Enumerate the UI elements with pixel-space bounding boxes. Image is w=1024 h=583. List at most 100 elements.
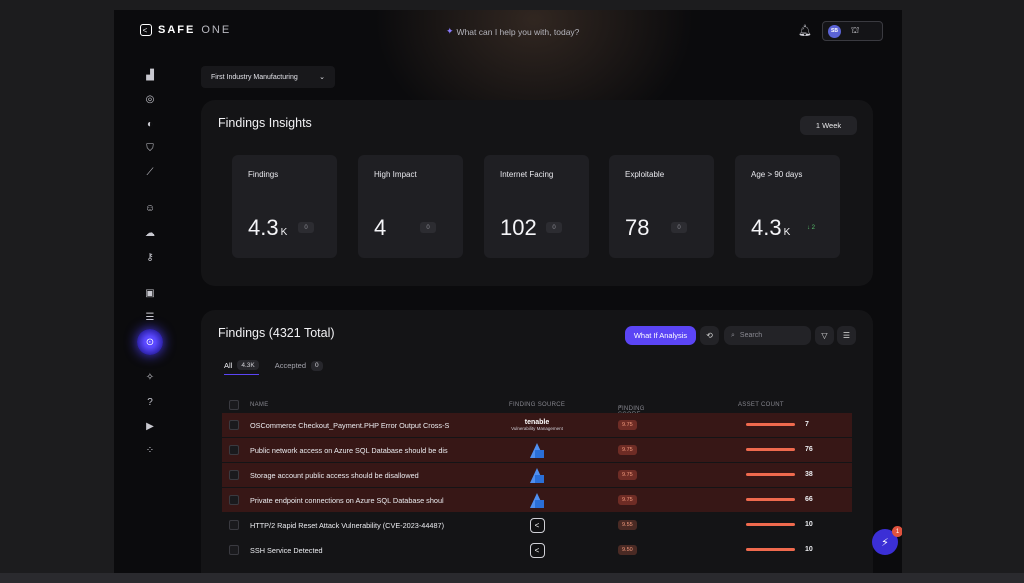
metric-value: 102	[500, 215, 537, 240]
logo-icon: <	[140, 24, 152, 36]
metric-delta: 0	[546, 222, 562, 233]
brand-light: ONE	[201, 24, 232, 36]
score-badge: 9.75	[618, 420, 637, 430]
row-checkbox[interactable]	[229, 470, 239, 480]
tab-label: All	[224, 360, 233, 370]
row-checkbox[interactable]	[229, 545, 239, 555]
tab-all[interactable]: All 4.3K	[224, 360, 259, 375]
search-icon: ⌕	[731, 331, 735, 339]
logo[interactable]: < SAFE ONE	[140, 24, 231, 36]
column-score[interactable]: FINDING SCORE ⌄	[618, 403, 645, 418]
metric-card-age[interactable]: Age > 90 days 4.3 K ↓ 2	[735, 155, 840, 258]
assistant-prompt[interactable]: ✦ What can I help you with, today?	[446, 26, 579, 37]
insights-title: Findings Insights	[218, 116, 312, 130]
select-all-checkbox[interactable]	[229, 400, 239, 410]
cloud-icon[interactable]: ☁	[145, 227, 155, 239]
id-icon[interactable]: ▣	[145, 287, 155, 299]
findings-icon[interactable]: ⊙	[137, 329, 163, 355]
chat-launcher-button[interactable]: ⚡︎ 1	[872, 526, 902, 555]
metric-card-findings[interactable]: Findings 4.3 K 0	[232, 155, 337, 258]
metric-card-high-impact[interactable]: High Impact 4 0	[358, 155, 463, 258]
asset-bar	[746, 473, 795, 476]
metric-value: 4	[374, 215, 387, 240]
safeone-icon: <	[507, 515, 567, 535]
table-row[interactable]: OSCommerce Checkout_Payment.PHP Error Ou…	[222, 413, 852, 437]
row-checkbox[interactable]	[229, 445, 239, 455]
top-bar: < SAFE ONE ✦ What can I help you with, t…	[114, 10, 902, 54]
taskbar-strip	[0, 573, 1024, 583]
bell-icon[interactable]: 🔔︎	[798, 25, 812, 37]
column-assets[interactable]: ASSET COUNT	[738, 402, 784, 408]
play-icon[interactable]: ▶	[146, 420, 154, 432]
findings-tabs: All 4.3K Accepted 0	[224, 360, 323, 375]
tab-count: 4.3K	[237, 360, 259, 370]
search-input[interactable]: ⌕ Search	[724, 326, 811, 345]
score-badge: 9.50	[618, 545, 637, 555]
tab-accepted[interactable]: Accepted 0	[275, 360, 323, 375]
asset-count: 10	[805, 546, 813, 553]
asset-count: 76	[805, 446, 813, 453]
row-checkbox[interactable]	[229, 420, 239, 430]
tenable-logo: tenable Vulnerability Management	[511, 419, 563, 431]
tab-label: Accepted	[274, 361, 306, 370]
organization-select[interactable]: First Industry Manufacturing ⌄	[201, 66, 335, 88]
shield-icon[interactable]: ⛉	[146, 142, 154, 154]
findings-panel: Findings (4321 Total) What If Analysis ⟲…	[201, 310, 873, 573]
table-row[interactable]: HTTP/2 Rapid Reset Attack Vulnerability …	[222, 513, 852, 537]
table-row[interactable]: Private endpoint connections on Azure SQ…	[222, 488, 852, 512]
user-icon[interactable]: ☺	[144, 202, 156, 214]
toggle-icon[interactable]: ◐	[146, 118, 154, 130]
refresh-icon[interactable]: ⟲	[700, 326, 719, 345]
row-checkbox[interactable]	[229, 495, 239, 505]
apps-icon[interactable]: ⁘	[145, 444, 155, 456]
brand-bold: SAFE	[158, 24, 196, 36]
column-name[interactable]: NAME	[250, 402, 269, 408]
asset-count: 66	[805, 496, 813, 503]
metric-value: 4.3 K	[751, 215, 791, 240]
organization-select-value: First Industry Manufacturing	[211, 73, 298, 81]
table-row[interactable]: Storage account public access should be …	[222, 463, 852, 487]
user-menu[interactable]: SB ⛫	[822, 21, 883, 41]
metric-label: High Impact	[374, 170, 417, 179]
asset-bar	[746, 423, 795, 426]
finding-name: Storage account public access should be …	[250, 471, 419, 480]
metric-card-exploitable[interactable]: Exploitable 78 0	[609, 155, 714, 258]
chart-icon[interactable]: ▟	[146, 69, 154, 81]
asset-bar	[746, 498, 795, 501]
tab-count: 0	[311, 360, 323, 371]
notification-badge: 1	[892, 526, 902, 537]
table-row[interactable]: Public network access on Azure SQL Datab…	[222, 438, 852, 462]
metric-delta: 0	[420, 222, 436, 233]
metric-card-internet-facing[interactable]: Internet Facing 102 0	[484, 155, 589, 258]
score-badge: 9.75	[618, 495, 637, 505]
asset-bar	[746, 548, 795, 551]
assistant-prompt-text: What can I help you with, today?	[456, 26, 580, 37]
findings-title: Findings (4321 Total)	[218, 326, 335, 340]
table-row[interactable]: SSH Service Detected < 9.50 10	[222, 538, 852, 562]
score-badge: 9.75	[618, 445, 637, 455]
metric-value: 78	[625, 215, 650, 240]
compass-icon[interactable]: ✧	[145, 371, 155, 383]
help-icon[interactable]: ?	[147, 396, 153, 408]
finding-name: Public network access on Azure SQL Datab…	[250, 446, 448, 455]
column-settings-icon[interactable]: ☰	[837, 326, 856, 345]
finding-name: Private endpoint connections on Azure SQ…	[250, 496, 444, 505]
metric-label: Findings	[248, 170, 279, 179]
metric-label: Exploitable	[625, 170, 665, 179]
list-icon[interactable]: ☰	[145, 311, 155, 323]
filter-icon[interactable]: ▽	[815, 326, 834, 345]
finding-name: SSH Service Detected	[250, 546, 323, 555]
what-if-analysis-button[interactable]: What If Analysis	[625, 326, 696, 345]
time-range-button[interactable]: 1 Week	[800, 116, 857, 135]
chevron-down-icon: ⌄	[319, 74, 325, 81]
asset-count: 10	[805, 521, 813, 528]
column-source[interactable]: FINDING SOURCE	[509, 402, 566, 408]
key-icon[interactable]: ⚷	[146, 251, 154, 263]
trend-icon[interactable]: ⟋	[146, 166, 154, 178]
metric-label: Internet Facing	[500, 170, 554, 179]
row-checkbox[interactable]	[229, 520, 239, 530]
target-icon[interactable]: ◎	[145, 93, 155, 105]
asset-bar	[746, 448, 795, 451]
sparkle-icon: ✦	[446, 26, 454, 36]
